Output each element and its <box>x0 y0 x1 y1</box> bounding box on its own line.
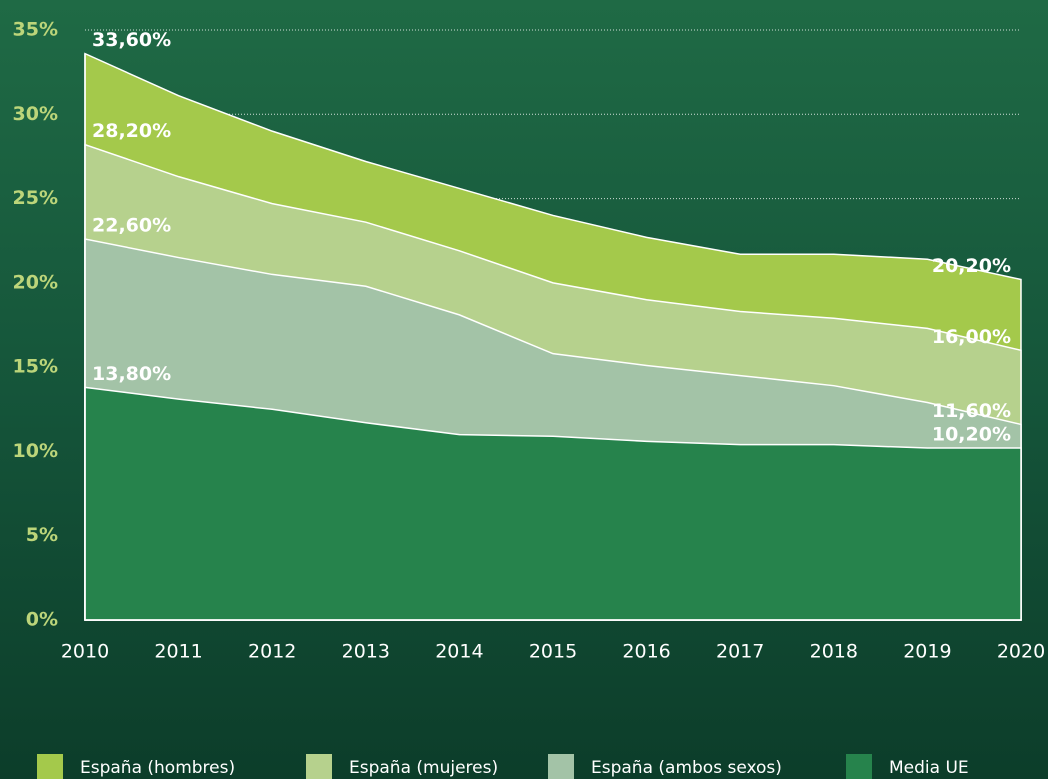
x-tick-label: 2020 <box>997 641 1045 663</box>
area <box>84 386 1022 621</box>
x-tick-label: 2016 <box>622 641 670 663</box>
legend-swatch <box>846 754 872 779</box>
value-label: 28,20% <box>92 120 171 142</box>
value-label: 11,60% <box>932 400 1011 422</box>
x-tick-label: 2019 <box>903 641 951 663</box>
legend-label: España (ambos sexos) <box>591 758 782 778</box>
value-label: 13,80% <box>92 363 171 385</box>
y-tick-label: 15% <box>13 356 58 378</box>
y-tick-label: 5% <box>26 524 58 546</box>
x-tick-label: 2013 <box>342 641 390 663</box>
y-tick-label: 30% <box>13 103 58 125</box>
y-tick-label: 10% <box>13 440 58 462</box>
y-tick-label: 35% <box>13 19 58 41</box>
legend-label: España (mujeres) <box>349 758 498 778</box>
x-tick-label: 2015 <box>529 641 577 663</box>
x-tick-label: 2010 <box>61 641 109 663</box>
value-label: 20,20% <box>932 255 1011 277</box>
legend-swatch <box>548 754 574 779</box>
x-tick-label: 2014 <box>435 641 483 663</box>
x-tick-label: 2018 <box>810 641 858 663</box>
value-label: 33,60% <box>92 29 171 51</box>
y-tick-label: 25% <box>13 187 58 209</box>
y-tick-label: 20% <box>13 271 58 293</box>
value-label: 16,00% <box>932 326 1011 348</box>
x-tick-label: 2012 <box>248 641 296 663</box>
legend-swatch <box>306 754 332 779</box>
y-tick-label: 0% <box>26 609 58 631</box>
legend-label: España (hombres) <box>80 758 235 778</box>
x-tick-label: 2011 <box>154 641 202 663</box>
x-tick-label: 2017 <box>716 641 764 663</box>
legend-label: Media UE <box>889 758 969 778</box>
value-label: 22,60% <box>92 215 171 237</box>
value-label: 10,20% <box>932 424 1011 446</box>
legend-swatch <box>37 754 63 779</box>
